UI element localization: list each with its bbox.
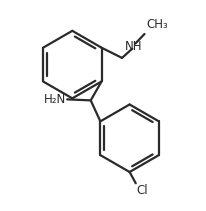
Text: Cl: Cl [137,184,148,197]
Text: NH: NH [124,40,142,53]
Text: CH₃: CH₃ [146,18,168,31]
Text: H₂N: H₂N [44,93,66,106]
